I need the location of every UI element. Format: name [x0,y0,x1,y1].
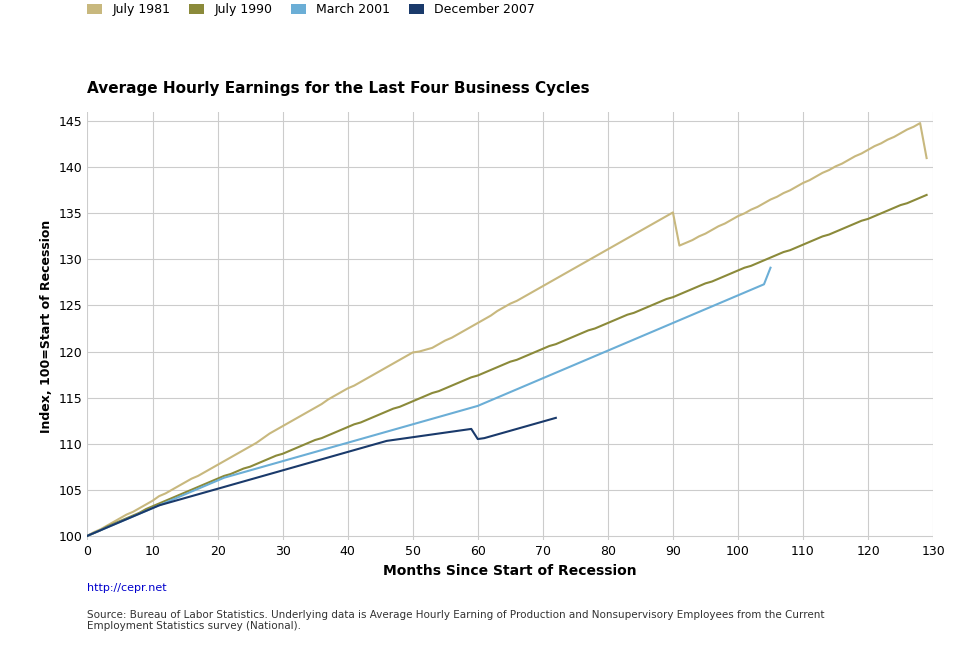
Legend: July 1981, July 1990, March 2001, December 2007: July 1981, July 1990, March 2001, Decemb… [87,3,535,16]
Text: Source: Bureau of Labor Statistics. Underlying data is Average Hourly Earning of: Source: Bureau of Labor Statistics. Unde… [87,610,825,631]
X-axis label: Months Since Start of Recession: Months Since Start of Recession [384,564,637,578]
Text: Average Hourly Earnings for the Last Four Business Cycles: Average Hourly Earnings for the Last Fou… [87,80,590,96]
Text: http://cepr.net: http://cepr.net [87,583,167,593]
Y-axis label: Index, 100=Start of Recession: Index, 100=Start of Recession [40,219,53,433]
